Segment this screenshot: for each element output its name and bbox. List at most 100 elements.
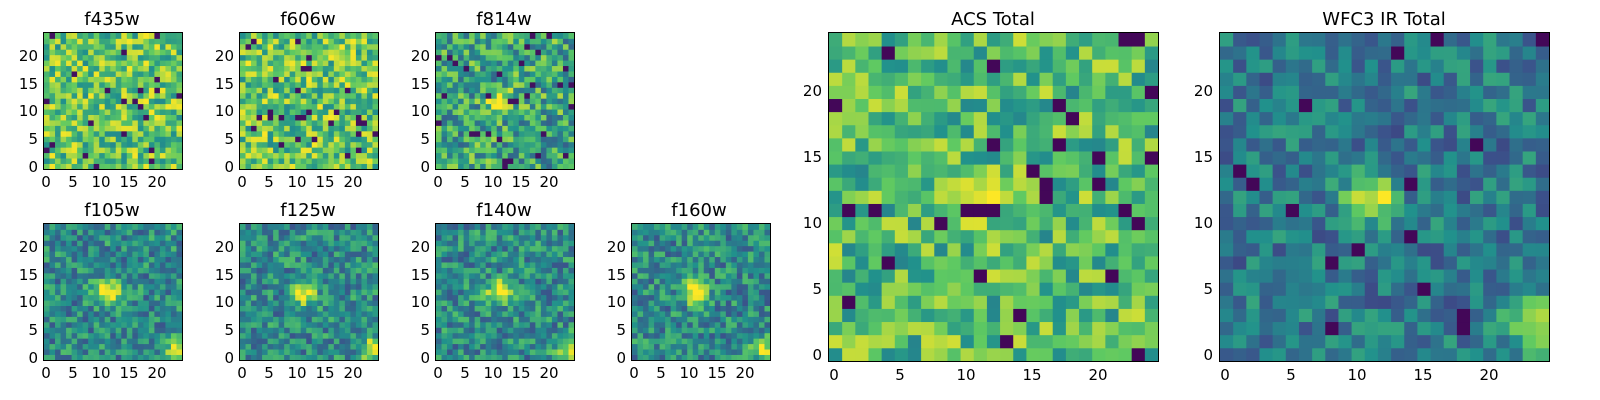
image-cell [361, 327, 368, 334]
image-cell [731, 240, 738, 247]
image-cell [88, 71, 95, 77]
image-cell [137, 267, 144, 274]
image-cell [121, 103, 128, 110]
image-cell [725, 251, 732, 258]
image-cell [698, 224, 705, 230]
image-cell [725, 283, 732, 290]
image-cell [1026, 295, 1040, 309]
image-cell [60, 305, 67, 312]
image-cell [485, 71, 492, 77]
image-cell [361, 147, 368, 154]
image-cell [284, 130, 291, 137]
image-cell [126, 163, 133, 170]
image-cell [518, 152, 525, 159]
image-cell [251, 240, 257, 247]
image-cell [524, 256, 531, 263]
image-cell [311, 305, 318, 312]
image-cell [333, 316, 340, 323]
image-cells [632, 224, 771, 361]
image-cell [322, 343, 329, 350]
image-cell [82, 229, 89, 236]
image-cell [654, 251, 660, 258]
image-cell [88, 38, 95, 45]
image-cell [372, 224, 379, 230]
image-cell [60, 251, 67, 258]
image-cell [518, 60, 525, 67]
image-cell [447, 87, 453, 94]
image-cell [562, 289, 569, 296]
image-cell [1131, 151, 1146, 165]
image-cell [502, 240, 509, 247]
image-cell [507, 130, 514, 137]
image-cell [126, 125, 133, 132]
image-cell [907, 321, 922, 336]
image-cell [284, 267, 291, 274]
image-cell [165, 81, 172, 88]
image-cell [474, 114, 481, 121]
image-cell [921, 190, 935, 204]
image-cell [934, 256, 948, 270]
image-cell [44, 327, 50, 334]
image-cell [240, 125, 246, 132]
image-cell [306, 267, 313, 274]
image-cell [458, 109, 464, 115]
image-cell [355, 33, 362, 39]
image-cell [1039, 98, 1054, 113]
image-cell [535, 49, 542, 56]
image-cell [855, 347, 869, 362]
image-cell [350, 354, 357, 361]
image-cell [947, 282, 961, 296]
image-cell [93, 262, 100, 268]
image-cell [44, 332, 50, 339]
image-cell [463, 343, 470, 350]
image-cell [115, 354, 122, 361]
image-cell [441, 87, 448, 94]
image-cell [540, 141, 547, 148]
image-cell [60, 87, 67, 94]
image-cell [496, 43, 503, 50]
image-cell [82, 311, 89, 317]
image-cell [441, 141, 448, 148]
image-cell [513, 251, 520, 258]
image-cell [907, 177, 922, 191]
image-cell [502, 152, 509, 159]
image-cell [524, 152, 531, 159]
image-cell [485, 349, 492, 355]
image-cell [148, 300, 155, 306]
image-cell [452, 321, 459, 328]
image-cell [77, 43, 84, 50]
image-cell [687, 294, 694, 301]
image-cell [703, 300, 710, 306]
image-cell [491, 152, 498, 159]
image-cell [502, 272, 509, 279]
panel-f435w: f435w 0 5 10 15 20 0 5 10 15 20 [19, 9, 183, 191]
image-cell [747, 327, 754, 334]
image-cell [1131, 256, 1146, 270]
image-cell [137, 98, 144, 105]
image-cell [441, 349, 448, 355]
image-cell [240, 98, 246, 105]
image-cell [154, 158, 161, 164]
image-cell [463, 272, 470, 279]
image-cell [104, 141, 111, 148]
image-cell [143, 136, 150, 143]
image-cell [1052, 124, 1067, 139]
image-cell [725, 267, 732, 274]
image-cell [273, 267, 280, 274]
image-cell [256, 158, 263, 164]
image-cell [322, 147, 329, 154]
image-cell [764, 272, 771, 279]
image-cell [361, 256, 368, 263]
image-cell [240, 278, 246, 285]
image-cell [273, 240, 280, 247]
image-cell [317, 283, 324, 290]
image-cell [278, 278, 285, 285]
image-cell [731, 251, 738, 258]
image-cell [267, 343, 274, 350]
image-cell [132, 251, 139, 258]
image-cell [703, 272, 710, 279]
image-cell [731, 332, 738, 339]
image-cell [344, 224, 351, 230]
image-cell [60, 60, 67, 67]
image-cell [60, 256, 67, 263]
